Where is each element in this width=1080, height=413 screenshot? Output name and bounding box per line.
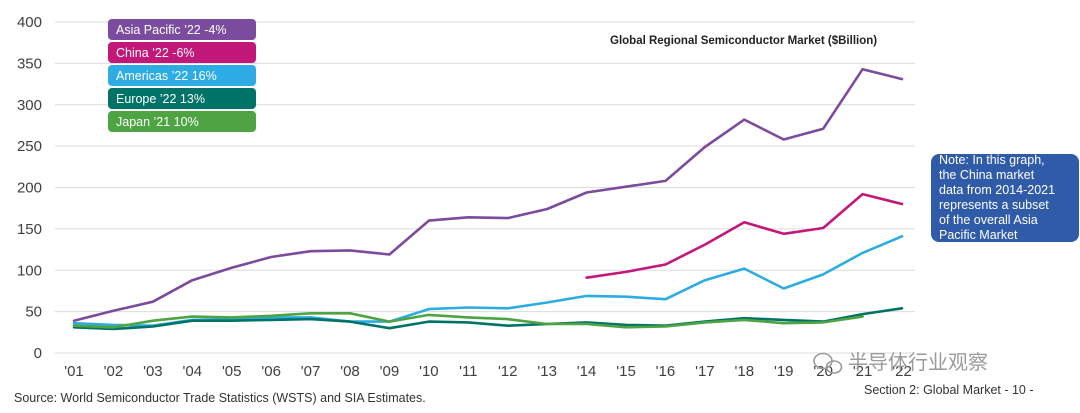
- legend-badge: [108, 88, 256, 109]
- x-tick-label: '12: [498, 363, 518, 380]
- y-tick-label: 0: [34, 345, 42, 362]
- note-background: [931, 154, 1079, 242]
- legend-label: Europe ’22 13%: [116, 92, 205, 106]
- x-tick-label: '11: [459, 363, 477, 380]
- series-lines: [72, 67, 904, 331]
- x-tick-label: '04: [183, 363, 203, 380]
- note-line: Note: In this graph,: [939, 153, 1045, 167]
- source-note: Source: World Semiconductor Trade Statis…: [14, 391, 426, 405]
- x-tick-label: '19: [774, 363, 794, 380]
- y-tick-label: 250: [17, 138, 42, 155]
- x-tick-label: '16: [656, 363, 676, 380]
- watermark-text: 半导体行业观察: [848, 351, 988, 374]
- y-tick-label: 100: [17, 262, 42, 279]
- y-tick-label: 200: [17, 180, 42, 197]
- x-tick-label: '01: [64, 363, 84, 380]
- x-tick-label: '08: [340, 363, 360, 380]
- y-tick-label: 400: [17, 14, 42, 31]
- legend-label: Japan ’21 10%: [116, 115, 199, 129]
- note-line: the China market: [939, 168, 1035, 182]
- wechat-icon: [813, 352, 843, 374]
- x-tick-label: '05: [222, 363, 242, 380]
- legend-label: China ’22 -6%: [116, 46, 195, 60]
- note-line: Pacific Market: [939, 228, 1018, 242]
- legend-badge: [108, 65, 256, 86]
- series-line-china: [585, 192, 904, 279]
- x-tick-label: '07: [301, 363, 321, 380]
- watermark: 半导体行业观察: [813, 351, 988, 374]
- x-tick-label: '22: [892, 363, 912, 380]
- legend-badge: [108, 42, 256, 63]
- y-tick-label: 50: [25, 304, 42, 321]
- x-tick-label: '15: [616, 363, 636, 380]
- y-tick-label: 300: [17, 97, 42, 114]
- page-footer: Section 2: Global Market - 10 -: [864, 383, 1034, 397]
- y-tick-label: 150: [17, 221, 42, 238]
- series-line-americas: [72, 235, 904, 327]
- series-line-asia-pacific: [72, 67, 904, 322]
- x-axis-ticks: '01 '02 '03 '04 '05 '06 '07 '08 '09 '10 '11 '12 '13 '…: [64, 363, 912, 380]
- series-line-europe: [72, 307, 904, 331]
- note-line: represents a subset: [939, 198, 1049, 212]
- legend-badge: [108, 111, 256, 132]
- note-line: data from 2014-2021: [939, 183, 1055, 197]
- legend-badge: [108, 19, 256, 40]
- y-tick-label: 350: [17, 55, 42, 72]
- note-box: Note: In this graph, the China market da…: [931, 153, 1079, 242]
- x-tick-label: '06: [261, 363, 281, 380]
- x-tick-label: '13: [537, 363, 557, 380]
- y-axis-ticks: 0 50 100 150 200 250 300 350 400: [17, 14, 42, 362]
- legend-label: Asia Pacific ’22 -4%: [116, 23, 226, 37]
- series-line-japan: [72, 312, 864, 329]
- x-tick-label: '14: [577, 363, 597, 380]
- chart-title: Global Regional Semiconductor Market ($B…: [610, 35, 877, 47]
- x-tick-label: '21: [853, 363, 873, 380]
- x-tick-label: '10: [419, 363, 439, 380]
- legend-label: Americas ’22 16%: [116, 69, 217, 83]
- x-tick-label: '03: [143, 363, 163, 380]
- x-tick-label: '18: [735, 363, 755, 380]
- x-tick-label: '02: [104, 363, 124, 380]
- note-line: of the overall Asia: [939, 213, 1038, 227]
- legend: Asia Pacific ’22 -4% China ’22 -6% America…: [108, 19, 256, 132]
- x-tick-label: '09: [380, 363, 400, 380]
- x-tick-label: '17: [695, 363, 715, 380]
